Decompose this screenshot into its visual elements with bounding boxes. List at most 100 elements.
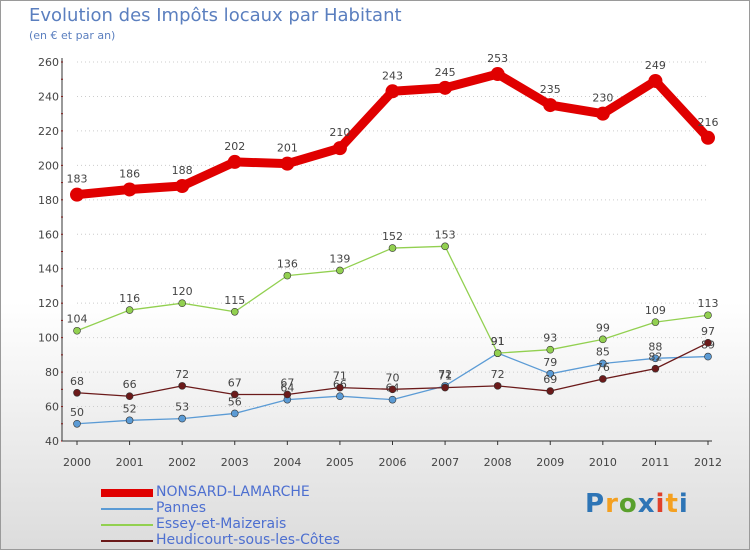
data-label: 116 [119,292,140,305]
data-label: 66 [123,378,137,391]
y-tick-label-220: 220 [38,125,59,138]
data-point [122,182,137,197]
series-line-2 [76,245,709,354]
legend-label-pannes: Pannes [156,500,207,516]
data-point [336,383,344,392]
data-label: 109 [645,304,666,317]
data-point [651,364,660,373]
data-point [280,156,295,171]
legend-item-pannes: Pannes [101,500,401,517]
data-point [701,130,715,145]
data-label: 69 [543,373,557,386]
data-point [125,416,134,425]
data-point [490,67,505,82]
y-tick-label-140: 140 [38,263,59,276]
data-label: 253 [487,52,508,65]
x-tick-label-2010: 2010 [589,456,617,469]
data-label: 104 [67,313,88,326]
data-point [178,299,186,307]
data-point [441,383,449,392]
data-point [230,409,239,418]
data-label: 202 [224,140,245,153]
y-tick-label-200: 200 [38,159,59,172]
data-label: 97 [701,325,715,338]
data-label: 152 [382,230,403,243]
legend-swatch-pannes [101,508,153,510]
data-label: 52 [123,402,137,415]
y-tick-label-60: 60 [45,401,59,414]
data-point [73,419,81,428]
x-tick-label-2002: 2002 [168,456,196,469]
data-label: 243 [382,69,403,82]
data-label: 120 [172,285,193,298]
data-label: 72 [438,368,452,381]
data-label: 113 [698,297,719,310]
data-point [230,307,239,316]
data-label: 71 [333,370,347,383]
data-point [336,392,344,401]
data-point [546,387,555,395]
x-tick-label-2003: 2003 [221,456,249,469]
data-label: 79 [543,356,557,369]
logo-letter: i [678,489,689,519]
data-label: 72 [491,368,505,381]
data-point [546,345,555,354]
x-tick-label-2011: 2011 [641,456,669,469]
data-label: 68 [70,375,84,388]
data-label: 64 [280,382,294,395]
y-tick-label-160: 160 [38,228,59,241]
y-tick-label-40: 40 [45,435,59,448]
x-tick-label-2005: 2005 [326,456,354,469]
data-point [125,392,134,401]
data-label: 72 [175,368,189,381]
data-point [230,390,239,399]
y-tick-label-180: 180 [38,194,59,207]
x-tick-label-2009: 2009 [536,456,564,469]
data-point [546,370,555,378]
data-label: 210 [329,126,350,139]
data-label: 56 [228,395,242,408]
data-point [493,382,502,390]
data-point [73,388,81,397]
data-point [178,414,186,423]
data-label: 230 [592,92,613,105]
data-point [704,352,712,361]
data-label: 216 [698,116,719,129]
data-label: 67 [280,376,294,389]
legend-swatch-nonsard [101,489,153,497]
legend: NONSARD-LAMARCHE Pannes Essey-et-Maizera… [101,484,401,549]
data-label: 71 [438,370,452,383]
data-point [283,390,292,399]
legend-label-essey: Essey-et-Maizerais [156,516,287,532]
data-label: 93 [543,332,557,345]
data-point [651,354,660,363]
data-point [704,339,712,347]
data-point [441,242,449,251]
y-tick-label-260: 260 [38,56,59,69]
legend-item-heudicourt: Heudicourt-sous-les-Côtes [101,532,401,549]
x-tick-label-2006: 2006 [379,456,407,469]
data-point [227,154,242,169]
data-point [599,335,607,344]
data-label: 201 [277,142,298,155]
chart-subtitle: (en € et par an) [29,29,116,42]
data-label: 139 [329,252,350,265]
data-point [388,385,397,394]
data-point [493,349,502,357]
data-label: 136 [277,258,298,271]
logo-letter: o [618,489,638,519]
logo-letter: r [605,489,619,519]
x-tick-label-2001: 2001 [116,456,144,469]
chart-title: Evolution des Impôts locaux par Habitant [29,5,402,26]
data-label: 53 [175,401,189,414]
legend-label-heudicourt: Heudicourt-sous-les-Côtes [156,532,340,548]
legend-swatch-essey [101,524,153,526]
data-label: 50 [70,406,84,419]
data-label: 70 [386,371,400,384]
data-point [336,266,344,275]
data-point [438,80,453,95]
y-tick-label-80: 80 [45,366,59,379]
data-point [388,244,397,252]
data-label: 88 [648,340,662,353]
legend-item-nonsard: NONSARD-LAMARCHE [101,484,401,501]
